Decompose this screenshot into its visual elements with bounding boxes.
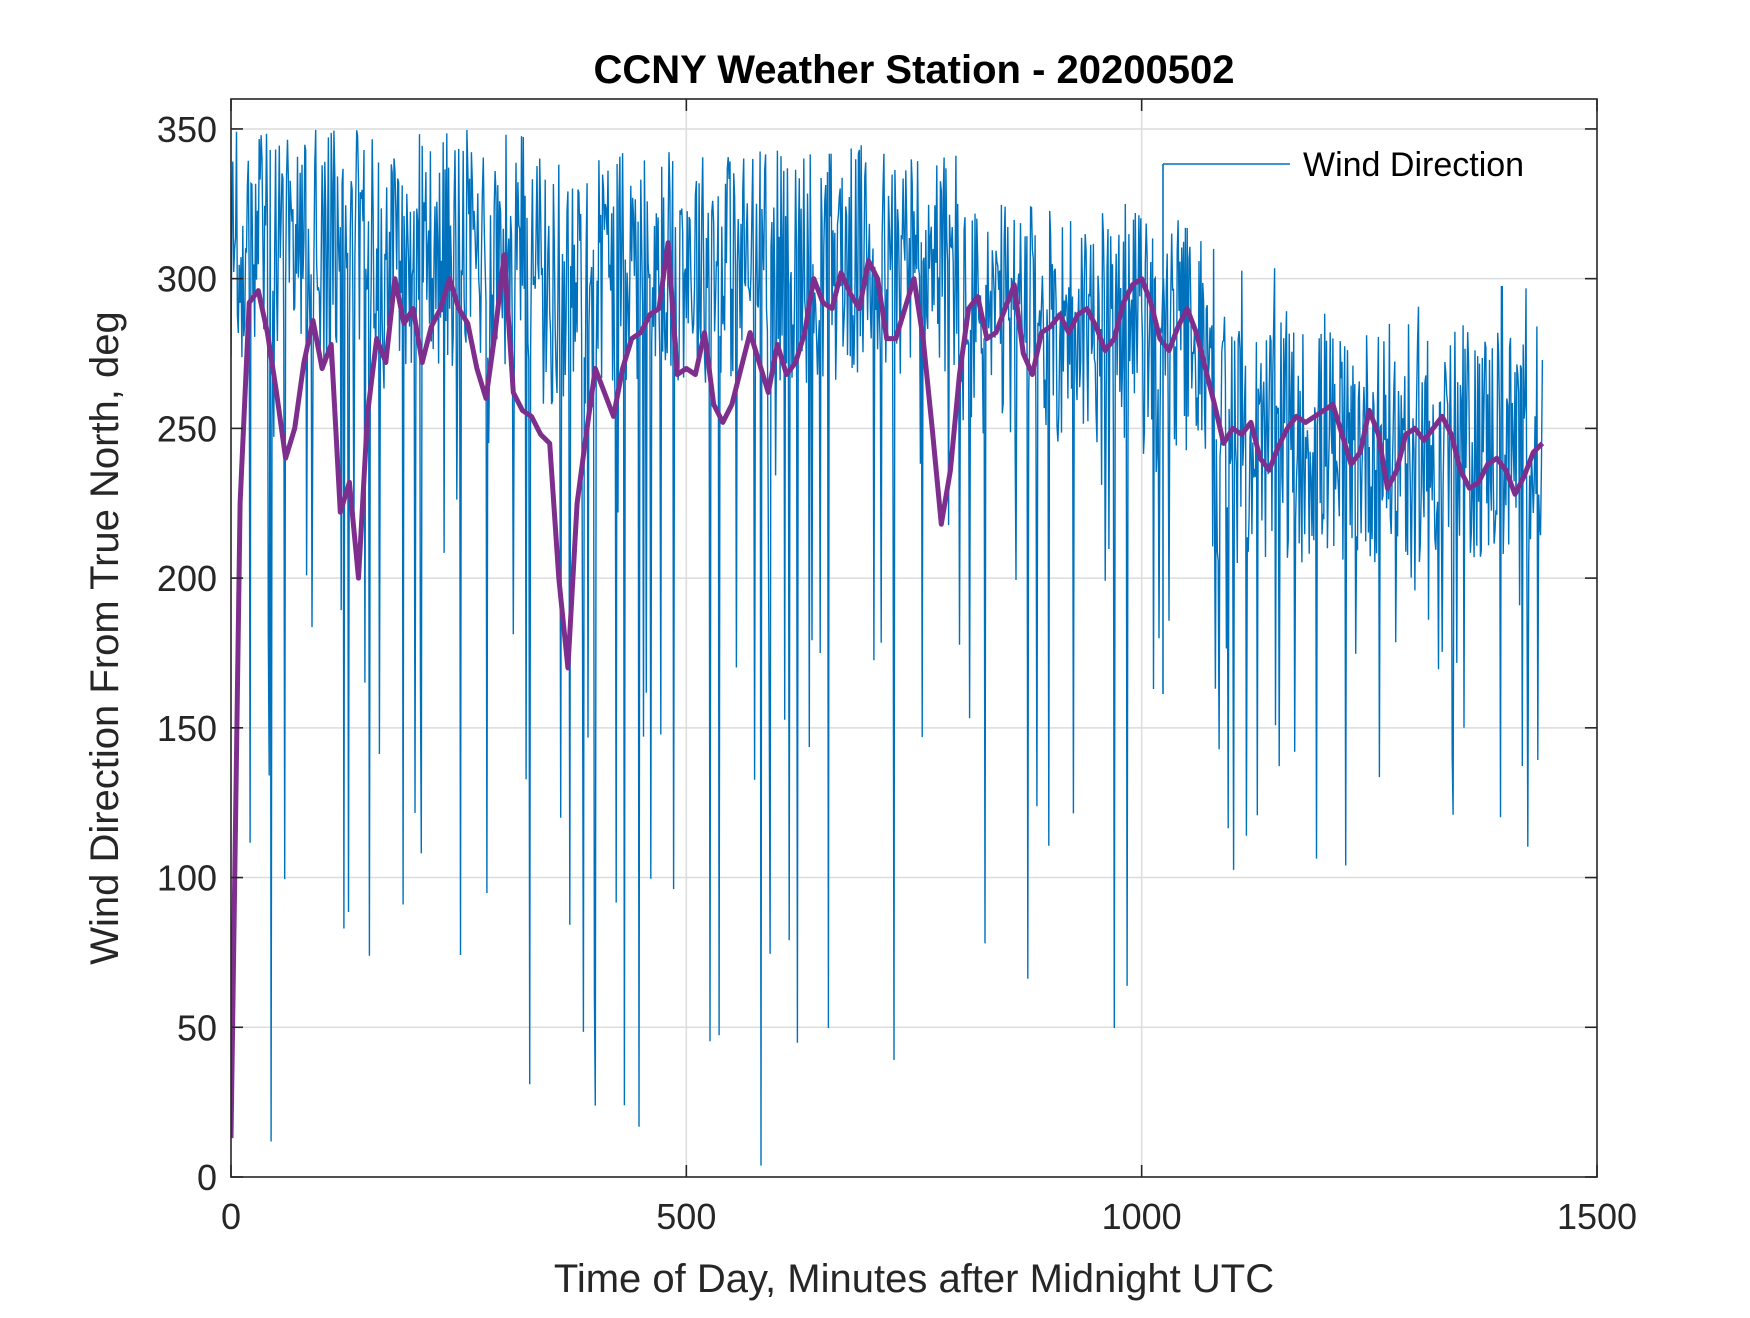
axis-ticks: 0 500 1000 1500 0 50 100 150 200 250 300 350 xyxy=(157,99,1637,1237)
y-tick-label: 350 xyxy=(157,109,217,150)
wind-direction-line xyxy=(231,129,1544,1166)
legend-entry-label: Wind Direction xyxy=(1303,146,1524,184)
x-tick-label: 1500 xyxy=(1557,1196,1637,1237)
x-tick-label: 1000 xyxy=(1102,1196,1182,1237)
y-tick-label: 0 xyxy=(197,1157,217,1198)
y-tick-label: 150 xyxy=(157,708,217,749)
series-layer xyxy=(231,129,1545,1166)
y-tick-label: 250 xyxy=(157,408,217,449)
x-tick-label: 0 xyxy=(221,1196,241,1237)
x-tick-label: 500 xyxy=(656,1196,716,1237)
y-axis-label: Wind Direction From True North, deg xyxy=(83,311,127,965)
y-tick-label: 300 xyxy=(157,259,217,300)
y-tick-label: 100 xyxy=(157,858,217,899)
y-tick-label: 200 xyxy=(157,558,217,599)
axes-frame xyxy=(230,98,1598,1178)
x-axis-label: Time of Day, Minutes after Midnight UTC xyxy=(554,1257,1274,1301)
legend: Wind Direction xyxy=(1162,146,1524,694)
y-tick-label: 50 xyxy=(177,1007,217,1048)
chart-title: CCNY Weather Station - 20200502 xyxy=(594,48,1235,92)
smoothed-direction-line xyxy=(231,240,1545,1139)
